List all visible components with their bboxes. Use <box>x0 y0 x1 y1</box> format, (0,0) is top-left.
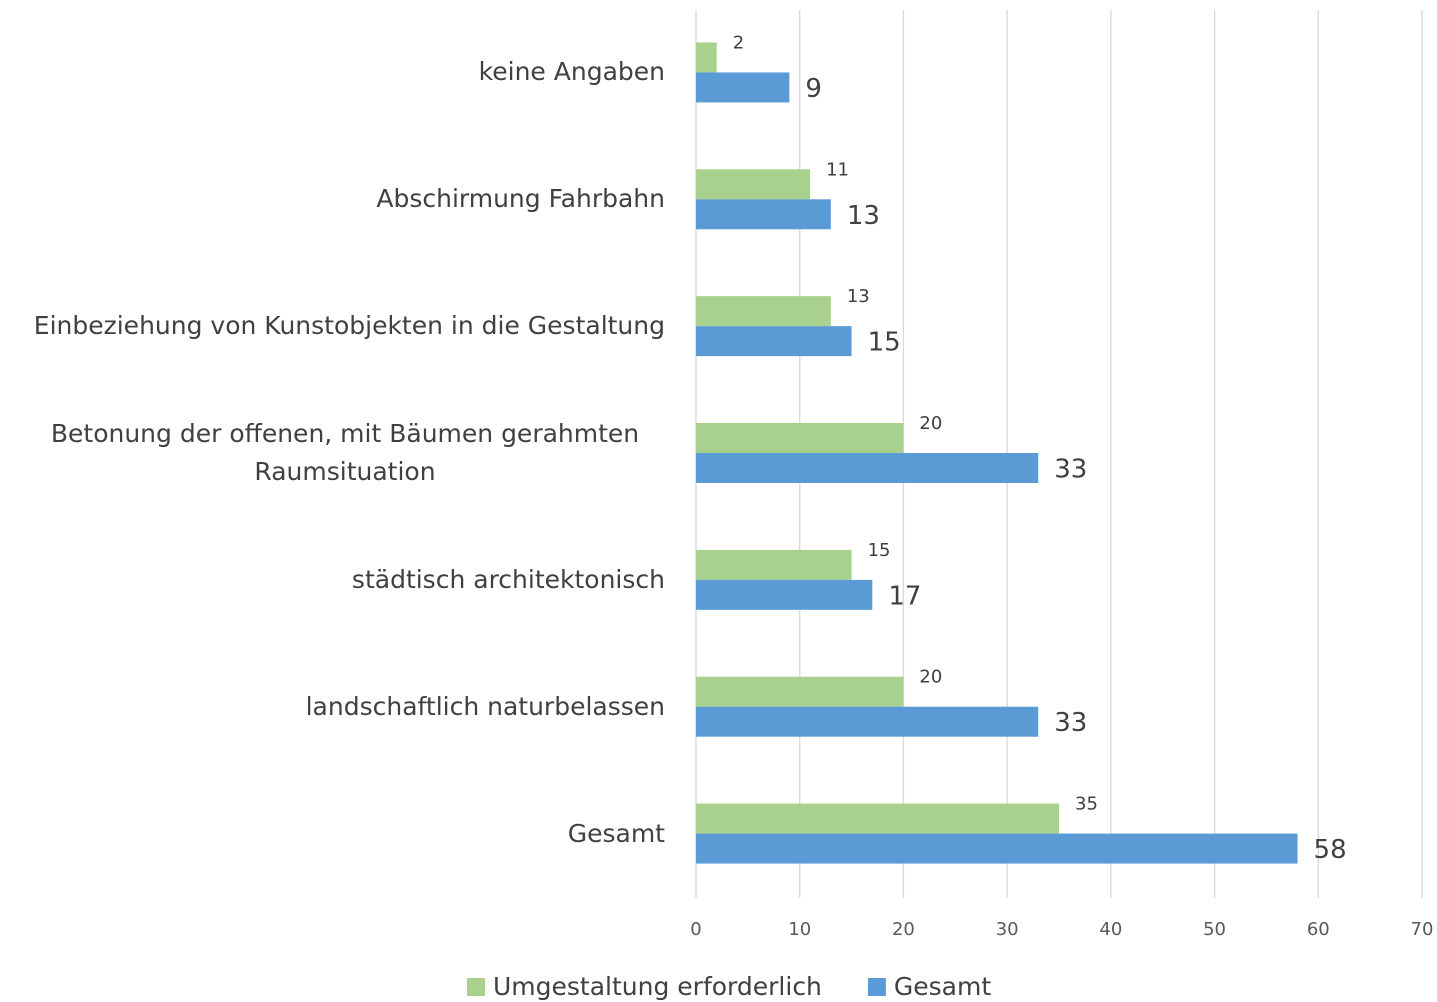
bar <box>696 833 1298 864</box>
bar <box>696 676 904 707</box>
bar <box>696 453 1039 483</box>
bar <box>696 42 717 73</box>
data-label: 58 <box>1314 835 1347 865</box>
bar <box>696 169 811 200</box>
data-label: 17 <box>888 581 921 611</box>
data-label: 2 <box>733 32 744 53</box>
data-label: 33 <box>1054 455 1087 485</box>
x-tick-label: 60 <box>1307 919 1330 940</box>
category-label: städtisch architektonisch <box>351 564 665 594</box>
bar <box>696 579 873 610</box>
category-label: landschaftlich naturbelassen <box>305 691 665 721</box>
x-tick-label: 20 <box>892 919 915 940</box>
legend-label: Gesamt <box>894 972 991 1001</box>
category-label: Betonung der offenen, mit Bäumen gerahmt… <box>50 419 640 486</box>
legend-swatch <box>867 978 886 996</box>
category-label: Abschirmung Fahrbahn <box>376 184 665 214</box>
bar <box>696 706 1039 737</box>
x-tick-label: 10 <box>788 919 811 940</box>
x-tick-label: 70 <box>1411 919 1434 940</box>
data-label: 20 <box>919 667 942 688</box>
x-tick-label: 50 <box>1203 919 1226 940</box>
data-label: 35 <box>1075 794 1098 815</box>
bar <box>696 803 1059 834</box>
bar <box>696 423 904 453</box>
legend-swatch <box>467 978 485 996</box>
data-label: 11 <box>826 159 849 180</box>
data-label: 13 <box>847 286 870 307</box>
x-tick-label: 0 <box>690 919 701 940</box>
bar <box>696 72 790 103</box>
bar <box>696 296 831 327</box>
category-label: Einbeziehung von Kunstobjekten in die Ge… <box>33 311 665 341</box>
data-label: 13 <box>847 201 880 231</box>
data-label: 20 <box>919 413 942 434</box>
data-label: 33 <box>1054 708 1087 738</box>
legend-label: Umgestaltung erforderlich <box>493 972 822 1001</box>
data-label: 15 <box>868 328 901 358</box>
bar <box>696 549 852 580</box>
x-tick-label: 40 <box>1099 919 1122 940</box>
bar <box>696 199 831 230</box>
data-label: 9 <box>805 74 822 104</box>
x-tick-label: 30 <box>996 919 1019 940</box>
bar <box>696 326 852 357</box>
data-label: 15 <box>868 540 891 561</box>
category-label: keine Angaben <box>478 57 665 87</box>
category-label: Gesamt <box>567 818 665 848</box>
